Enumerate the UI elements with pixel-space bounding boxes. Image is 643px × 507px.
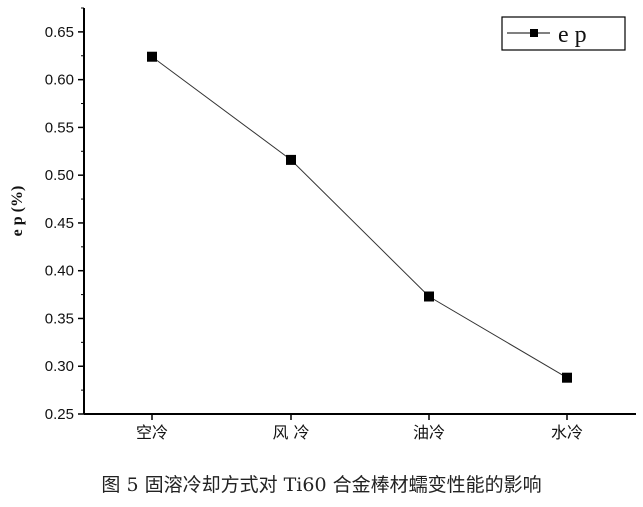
- y-tick-label: 0.45: [45, 215, 74, 232]
- figure-caption: 图 5 固溶冷却方式对 Ti60 合金棒材蠕变性能的影响: [101, 474, 542, 496]
- series-line: [151, 56, 568, 379]
- y-tick-label: 0.55: [45, 119, 74, 136]
- y-tick-label: 0.50: [45, 167, 74, 184]
- y-axis-label: e p (%): [9, 186, 26, 237]
- y-tick-label: 0.30: [45, 358, 74, 375]
- data-point: [424, 291, 434, 302]
- data-point: [562, 372, 572, 383]
- data-point: [147, 51, 157, 62]
- y-tick-label: 0.60: [45, 72, 74, 89]
- data-point: [286, 154, 296, 165]
- y-tick-label: 0.35: [45, 310, 74, 327]
- y-tick-label: 0.65: [45, 24, 74, 41]
- legend-marker: [530, 29, 538, 37]
- y-tick-label: 0.40: [45, 263, 74, 280]
- x-tick-label: 水冷: [551, 423, 583, 442]
- chart: 0.25 0.30 0.35 0.40 0.45 0.50 0.55 0.60 0.65 空冷 风 …: [9, 7, 636, 442]
- legend-label: e p: [558, 22, 587, 48]
- x-tick-label: 油冷: [413, 423, 445, 442]
- y-tick-label: 0.25: [45, 406, 74, 423]
- x-tick-label: 空冷: [136, 423, 168, 442]
- x-tick-label: 风 冷: [272, 423, 309, 442]
